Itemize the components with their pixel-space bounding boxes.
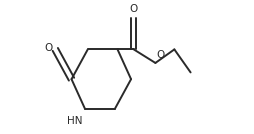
Text: O: O xyxy=(130,4,138,14)
Text: O: O xyxy=(157,50,165,59)
Text: HN: HN xyxy=(67,116,82,126)
Text: O: O xyxy=(44,43,53,53)
